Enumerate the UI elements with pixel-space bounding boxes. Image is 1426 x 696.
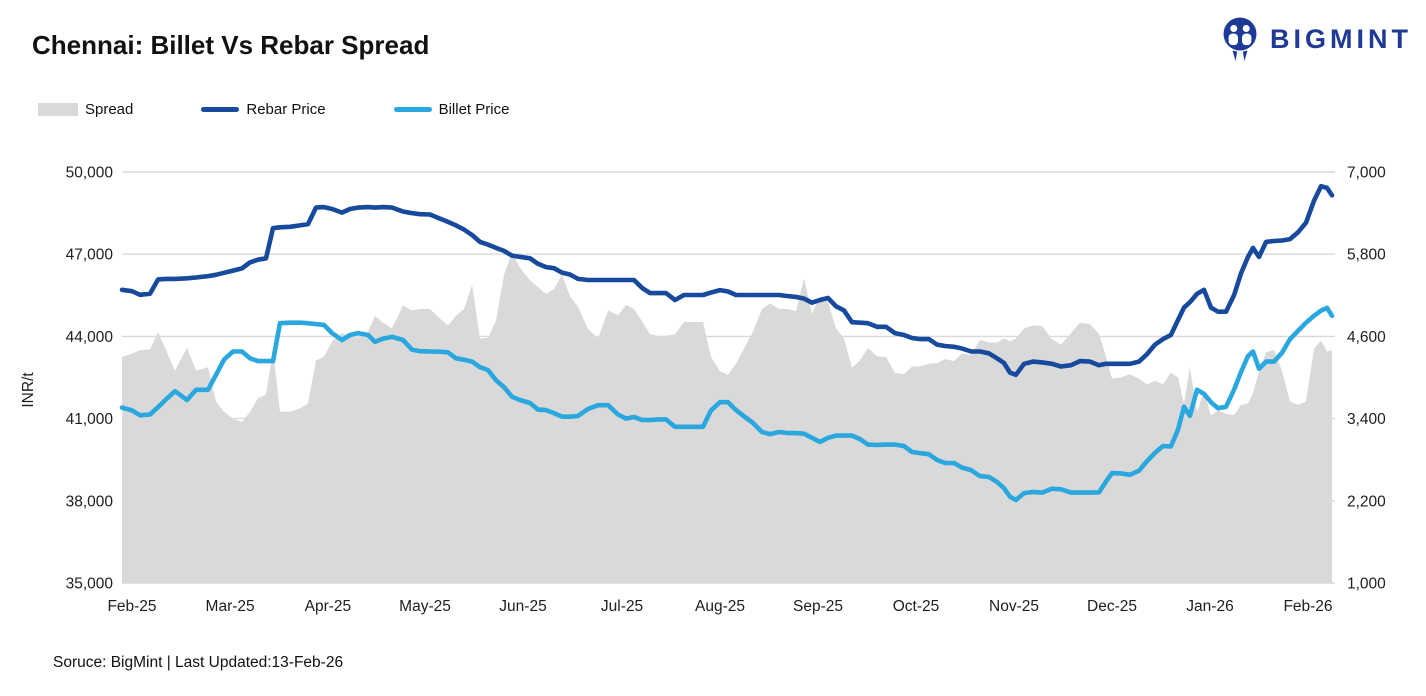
chart-svg: 35,000 38,000 41,000 44,000 47,000 50,000 1,00… bbox=[20, 165, 1386, 616]
chart-legend: Spread Rebar Price Billet Price bbox=[38, 101, 577, 118]
left-axis-tick: 41,000 bbox=[66, 411, 114, 428]
rebar-line bbox=[119, 183, 1335, 378]
x-axis-tick: Jun-25 bbox=[499, 598, 546, 615]
brand-logo: BIGMINT bbox=[1219, 14, 1412, 64]
footer-source-text: Soruce: BigMint | Last Updated:13-Feb-26 bbox=[53, 654, 344, 671]
x-axis-tick: Feb-26 bbox=[1283, 598, 1332, 615]
x-axis-tick: Aug-25 bbox=[695, 598, 745, 615]
x-axis-tick: Jan-26 bbox=[1186, 598, 1233, 615]
left-axis-tick: 47,000 bbox=[66, 247, 114, 264]
x-axis-tick: Oct-25 bbox=[893, 598, 940, 615]
right-axis-tick: 4,600 bbox=[1347, 329, 1386, 346]
right-axis-tick: 1,000 bbox=[1347, 576, 1386, 593]
page-title: Chennai: Billet Vs Rebar Spread bbox=[32, 30, 430, 60]
x-axis-tick: Mar-25 bbox=[206, 598, 255, 615]
x-axis-tick: Jul-25 bbox=[601, 598, 643, 615]
right-axis-tick: 5,800 bbox=[1347, 247, 1386, 264]
billet-swatch bbox=[393, 107, 432, 112]
left-axis-title: INR/t bbox=[20, 372, 37, 408]
x-axis-tick: Dec-25 bbox=[1087, 598, 1137, 615]
legend-label: Billet Price bbox=[438, 101, 510, 118]
left-axis-tick: 38,000 bbox=[66, 493, 114, 510]
x-axis-tick: Apr-25 bbox=[305, 598, 352, 615]
billet-line bbox=[119, 305, 1335, 503]
x-axis-tick: May-25 bbox=[399, 598, 451, 615]
legend-item-billet: Billet Price bbox=[393, 101, 510, 118]
legend-label: Spread bbox=[85, 101, 134, 118]
x-axis-tick: Nov-25 bbox=[989, 598, 1039, 615]
left-axis-tick: 35,000 bbox=[66, 576, 114, 593]
right-axis-tick: 3,400 bbox=[1347, 411, 1386, 428]
right-axis-tick: 2,200 bbox=[1347, 493, 1386, 510]
spread-area bbox=[122, 252, 1332, 584]
left-axis-tick: 50,000 bbox=[66, 165, 114, 182]
x-axis-tick: Sep-25 bbox=[793, 598, 843, 615]
brand-name: BIGMINT bbox=[1270, 23, 1412, 54]
legend-item-spread: Spread bbox=[38, 101, 133, 118]
bigmint-icon bbox=[1223, 17, 1257, 61]
chart-canvas: 35,000 38,000 41,000 44,000 47,000 50,000 1,00… bbox=[0, 140, 1426, 640]
legend-label: Rebar Price bbox=[246, 101, 326, 118]
rebar-swatch bbox=[201, 107, 240, 112]
x-axis-tick: Feb-25 bbox=[107, 598, 156, 615]
right-axis-tick: 7,000 bbox=[1347, 165, 1386, 182]
left-axis-tick: 44,000 bbox=[66, 329, 114, 346]
legend-item-rebar: Rebar Price bbox=[201, 101, 326, 118]
spread-swatch bbox=[38, 103, 78, 116]
